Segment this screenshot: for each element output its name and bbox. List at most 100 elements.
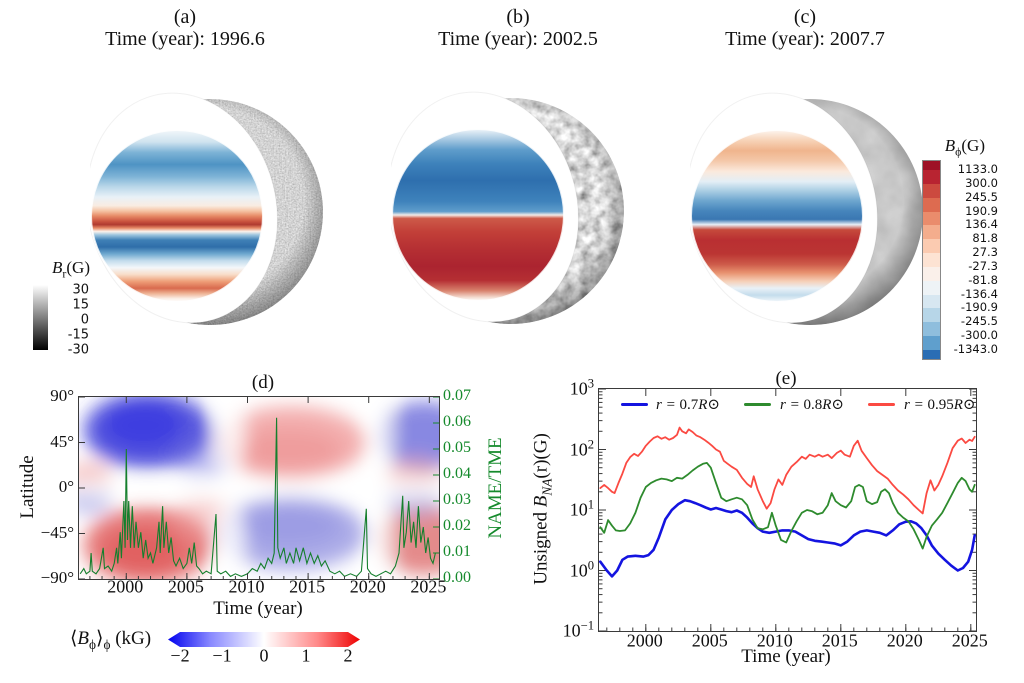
panel-d-right-label: NAME/TME [485,437,506,539]
br-label-B: B [52,258,63,277]
butterfly-wing [104,528,183,573]
d-rtick-0.00: 0.00 [443,569,471,586]
butterfly-wing [104,403,183,448]
bphi-tick-190.9: 190.9 [965,203,998,218]
bphi-colorbar-cell [923,308,940,323]
d-rtick-0.05: 0.05 [443,439,471,456]
e-ylabel-sub: NA [539,478,555,496]
e-ytick-10e1: 101 [569,497,594,520]
bphi-colorbar-cell [923,322,940,337]
br-tick-15: 15 [72,297,89,313]
series-line-0 [598,498,977,578]
d-ytick-−90°: −90° [40,568,74,587]
bphi-tick-81.8: 81.8 [972,231,998,246]
d-rtick-0.07: 0.07 [443,387,471,404]
d-xtick-2005: 2005 [167,576,204,597]
legend-line-r08 [744,403,771,406]
e-ytick-10e2: 102 [569,437,594,459]
unsigned-field-plot: r = 0.7R⊙ r = 0.8R⊙ r = 0.95R⊙ [598,388,977,632]
butterfly-wing [386,457,443,488]
d-rtick-0.01: 0.01 [443,543,471,560]
bphi-colorbar-cell [923,294,940,309]
bphi-colorbar-cell [923,349,940,359]
panel-a-title: (a) Time (year): 1996.6 [85,6,285,50]
bphi-tick--190.9: -190.9 [960,300,998,315]
legend-label-r095: r = 0.95R⊙ [904,397,976,413]
e-xtick-2025: 2025 [951,630,988,651]
d-rtick-0.06: 0.06 [443,413,471,430]
bphi-tick--300.0: -300.0 [960,328,998,343]
panel-b-title: (b) Time (year): 2002.5 [418,6,618,50]
kg-label-sub1: ϕ [89,636,97,652]
bphi-tick-136.4: 136.4 [965,217,998,232]
panel-c-tag: (c) [793,6,817,28]
kg-label-sub2: ϕ [103,636,111,652]
kg-label-B: B [77,628,90,649]
kg-label-rangle: ⟩ [96,628,104,649]
panel-b-time: Time (year): 2002.5 [438,28,598,50]
d-xtick-2020: 2020 [349,576,386,597]
sun-cutaway-b [391,91,624,324]
interior-toroidal-field [391,128,565,302]
bphi-tick-300.0: 300.0 [965,175,998,190]
e-ytick-10e3: 103 [569,376,594,399]
e-ytick-10e-1: 10−1 [562,618,594,641]
bphi-colorbar-cell [923,225,940,240]
butterfly-wing [215,503,246,585]
e-ylabel-post: (r)(G) [530,433,552,479]
panel-d-ylabel: Latitude [17,455,38,519]
br-label-sub: r [62,266,67,281]
d-xtick-2015: 2015 [289,576,326,597]
e-xtick-2005: 2005 [691,630,728,651]
bphi-tick-245.5: 245.5 [965,189,998,204]
d-ytick-90°: 90° [50,386,74,405]
panel-e-tag: (e) [775,368,797,389]
bphi-colorbar-cell [923,336,940,350]
d-rtick-0.03: 0.03 [443,491,471,508]
d-xtick-2000: 2000 [107,576,144,597]
kg-tick-−1: −1 [212,645,232,666]
bphi-tick--27.3: -27.3 [968,258,998,273]
kg-tick-1: 1 [301,645,311,666]
br-tick--15: -15 [67,327,89,343]
d-xtick-2025: 2025 [410,576,447,597]
e-xtick-2015: 2015 [821,630,858,651]
butterfly-wing [235,429,343,470]
butterfly-wing [235,506,343,547]
butterfly-wings [65,391,471,585]
bphi-tick--136.4: -136.4 [960,286,998,301]
e-ylabel-pre: Unsigned [530,507,552,585]
bphi-colorbar-title: Bϕ(G) [905,136,985,159]
interior-toroidal-field [90,129,264,303]
bphi-colorbar-cell [923,280,940,295]
bphi-colorbar-cell [923,161,940,170]
series-line-1 [599,462,976,550]
bphi-tick-1133.0: 1133.0 [957,162,998,176]
sun-cutaway-c [690,92,923,325]
unsigned-field-canvas [598,388,977,632]
bphi-tick--81.8: -81.8 [968,272,998,287]
butterfly-wing [386,488,443,519]
bphi-label-sub: ϕ [955,144,962,159]
bphi-label-unit: (G) [961,136,985,155]
bphi-colorbar-cell [923,239,940,254]
e-xtick-2010: 2010 [756,630,793,651]
bphi-colorbar-cell [923,253,940,267]
butterfly-wing [367,391,392,473]
bphi-colorbar-cell [923,170,940,184]
d-ytick-45°: 45° [50,431,74,451]
panel-c-title: (c) Time (year): 2007.7 [705,6,905,50]
legend-label-r08: r = 0.8R⊙ [780,397,844,413]
kg-label-langle: ⟨ [70,628,78,649]
bphi-kg-colorbar [168,632,360,647]
bphi-tick--245.5: -245.5 [960,314,998,329]
legend-line-r07 [621,403,648,406]
butterfly-wing [215,391,246,473]
interior-toroidal-field [690,129,864,303]
kg-tick-0: 0 [259,645,269,666]
d-ytick-−45°: −45° [40,522,74,542]
e-ytick-10e0: 100 [569,558,594,580]
panel-e-ylabel: Unsigned BNA(r)(G) [531,433,556,585]
legend-label-r07: r = 0.7R⊙ [656,397,720,413]
